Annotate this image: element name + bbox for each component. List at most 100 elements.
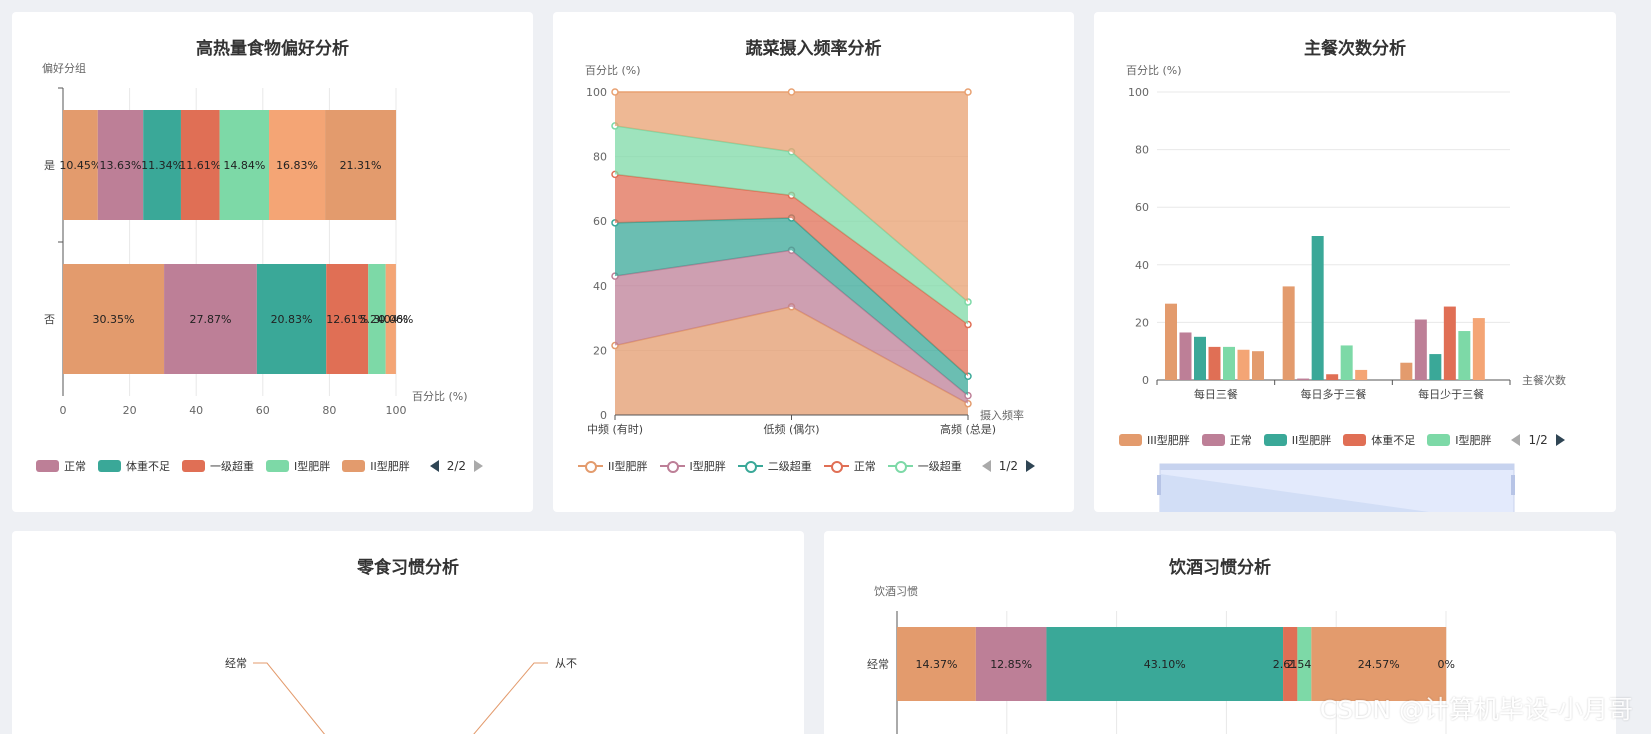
legend-item[interactable]: I型肥胖 (1427, 432, 1491, 448)
legend-item[interactable]: 正常 (823, 458, 876, 474)
bar (1194, 336, 1206, 380)
legend-item[interactable]: 一级超重 (182, 458, 254, 474)
bar-segment (143, 110, 181, 220)
legend-item[interactable]: 一级超重 (887, 458, 962, 474)
bar (1326, 374, 1339, 380)
y-tick-label: 20 (593, 344, 607, 357)
card-alcohol: 饮酒习惯分析 饮酒习惯 经常 14.37% 12.85% 43.10% 2.61% 2.54… (824, 531, 1616, 734)
legend-item[interactable]: 二级超重 (737, 458, 812, 474)
legend-label: 一级超重 (917, 460, 962, 473)
chart-snack: 经常 从不 (225, 657, 577, 734)
legend-item[interactable]: I型肥胖 (266, 458, 330, 474)
data-label: 20.83% (271, 313, 313, 326)
bar (1414, 319, 1427, 380)
y-tick-label: 0 (1142, 374, 1149, 387)
prev-page-icon[interactable] (429, 460, 439, 472)
legend-swatch (1263, 434, 1287, 446)
card-vegetable: 蔬菜摄入频率分析 0 20 40 60 80 100 百分比 (%) 中频 (有时) 低频 (偶… (553, 12, 1074, 512)
prev-page-icon[interactable] (981, 460, 991, 472)
bar-segment (269, 110, 326, 220)
bar-segment (63, 264, 165, 374)
x-axis-label: 摄入频率 (980, 408, 1024, 422)
legend-meals: III型肥胖 正常 II型肥胖 体重不足 I型肥胖 1/2 (1119, 432, 1573, 448)
legend-swatch (98, 460, 121, 472)
bar-segment (1046, 627, 1284, 701)
legend-label: 正常 (64, 460, 86, 473)
legend-vegetable: II型肥胖 I型肥胖 二级超重 正常 一级超重 1/2 (578, 458, 1043, 474)
prev-page-icon[interactable] (1511, 434, 1521, 446)
y-tick-label: 0 (600, 409, 607, 422)
legend-item[interactable]: I型肥胖 (659, 458, 726, 474)
legend-label: 一级超重 (210, 460, 254, 473)
legend-label: II型肥胖 (370, 460, 410, 473)
next-page-icon[interactable] (1555, 434, 1565, 446)
bar-segment (63, 110, 98, 220)
legend-item[interactable]: II型肥胖 (1263, 432, 1331, 448)
pie-label: 经常 (225, 657, 247, 670)
legend-swatch (266, 460, 289, 472)
chart-title: 饮酒习惯分析 (1169, 558, 1271, 578)
bar-segment (97, 110, 144, 220)
legend-pager: 1/2 (1503, 433, 1572, 447)
legend-swatch (342, 460, 366, 472)
bar (1208, 346, 1221, 380)
next-page-icon[interactable] (1026, 460, 1036, 472)
area-I型肥胖 (615, 250, 968, 404)
bar (1311, 236, 1324, 380)
bar-segment (164, 264, 257, 374)
x-tick-label: 80 (322, 404, 336, 417)
area-二级超重 (615, 217, 968, 396)
bar (1282, 286, 1295, 380)
legend-label: 正常 (853, 460, 876, 473)
bar-segment (1297, 627, 1312, 701)
bar-segment (256, 264, 327, 374)
legend-swatch (1343, 434, 1367, 446)
x-tick-label: 高频 (总是) (940, 422, 996, 436)
area-II型肥胖 (615, 306, 968, 415)
legend-label: I型肥胖 (294, 460, 331, 473)
data-label: 16.83% (276, 159, 318, 172)
legend-high-calorie: 正常 体重不足 一级超重 I型肥胖 II型肥胖 2/2 (36, 458, 491, 474)
bar-segment (180, 110, 220, 220)
data-label: 11.61% (179, 159, 221, 172)
legend-item[interactable]: III型肥胖 (1119, 432, 1190, 448)
bar-segment (1311, 627, 1447, 701)
data-label: 12.85% (990, 658, 1032, 671)
bar-segment (975, 627, 1047, 701)
legend-label: I型肥胖 (1455, 434, 1492, 447)
bar (1237, 349, 1250, 380)
y-tick-label: 40 (1135, 259, 1149, 272)
bar (1429, 354, 1442, 380)
card-snack: 零食习惯分析 经常 从不 (12, 531, 804, 734)
legend-label: I型肥胖 (689, 460, 726, 473)
y-tick-label: 80 (1135, 144, 1149, 157)
chart-title: 主餐次数分析 (1304, 39, 1406, 59)
y-tick-label: 60 (1135, 201, 1149, 214)
chart-vegetable: 0 20 40 60 80 100 百分比 (%) 中频 (有时) 低频 (偶尔) 高频 (总是)… (585, 64, 1024, 436)
legend-swatch (1427, 434, 1451, 446)
bar-segment (897, 627, 976, 701)
legend-item[interactable]: II型肥胖 (578, 458, 648, 474)
bar-segment (368, 264, 386, 374)
legend-item[interactable]: 正常 (36, 458, 86, 474)
bar (1179, 332, 1192, 380)
data-label: 3.04% (373, 313, 408, 326)
bar-segment (219, 110, 270, 220)
data-point (611, 88, 619, 96)
legend-item[interactable]: 体重不足 (98, 458, 170, 474)
data-label: 30.35% (93, 313, 135, 326)
legend-item[interactable]: II型肥胖 (342, 458, 410, 474)
area-正常 (615, 174, 968, 377)
x-tick-label: 每日多于三餐 (1301, 387, 1367, 401)
data-label: 11.34% (141, 159, 183, 172)
legend-item[interactable]: 正常 (1201, 432, 1252, 448)
legend-item[interactable]: 体重不足 (1343, 432, 1415, 448)
data-label: 10.45% (59, 159, 101, 172)
chart-title: 蔬菜摄入频率分析 (745, 39, 882, 59)
zoom-handle-right (1511, 475, 1515, 495)
next-page-icon[interactable] (474, 460, 484, 472)
bar (1297, 378, 1310, 380)
legend-swatch (36, 460, 59, 472)
bar-segment (1283, 627, 1298, 701)
x-tick-label: 60 (256, 404, 270, 417)
